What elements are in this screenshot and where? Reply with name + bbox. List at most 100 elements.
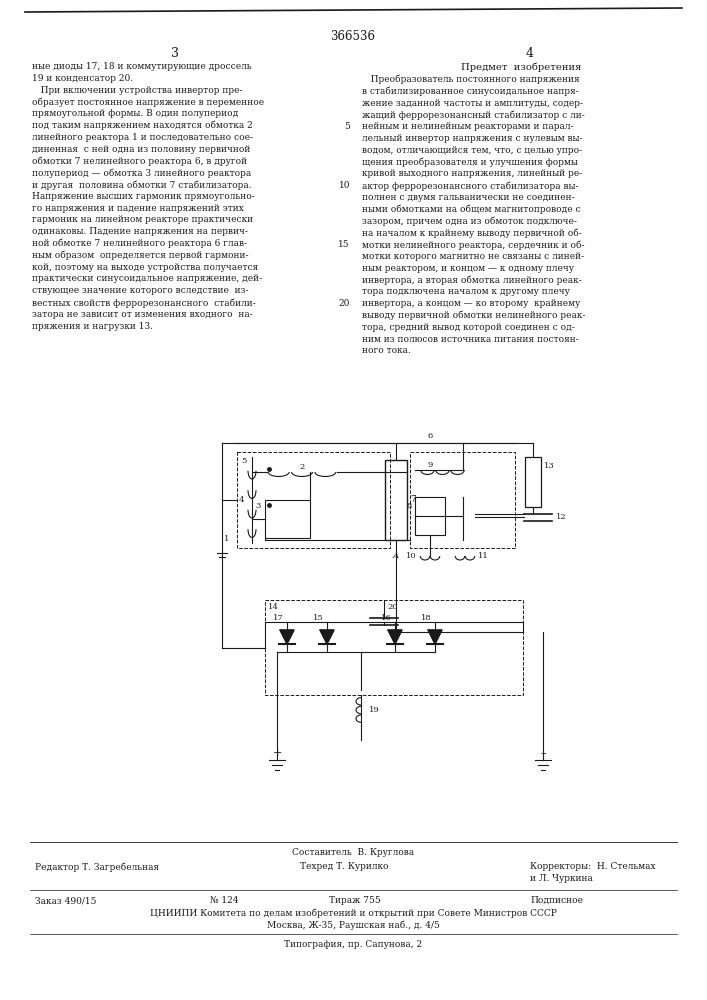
Text: практически синусоидальное напряжение, дей-: практически синусоидальное напряжение, д… <box>32 274 262 283</box>
Text: 16: 16 <box>381 614 392 622</box>
Text: жение заданной частоты и амплитуды, содер-: жение заданной частоты и амплитуды, соде… <box>362 99 583 108</box>
Text: –: – <box>540 748 546 758</box>
Text: ные диоды 17, 18 и коммутирующие дроссель: ные диоды 17, 18 и коммутирующие дроссел… <box>32 62 252 71</box>
Text: A: A <box>393 552 399 560</box>
Text: 11: 11 <box>478 552 489 560</box>
Text: +: + <box>272 748 281 758</box>
Text: 3: 3 <box>171 47 179 60</box>
Text: нейным и нелинейным реакторами и парал-: нейным и нелинейным реакторами и парал- <box>362 122 573 131</box>
Text: инвертора, а вторая обмотка линейного реак-: инвертора, а вторая обмотка линейного ре… <box>362 276 582 285</box>
Text: в стабилизированное синусоидальное напря-: в стабилизированное синусоидальное напря… <box>362 87 579 96</box>
Text: 9: 9 <box>427 461 433 469</box>
Text: 19: 19 <box>369 706 380 714</box>
Polygon shape <box>320 630 334 644</box>
Text: зазором, причем одна из обмоток подключе-: зазором, причем одна из обмоток подключе… <box>362 217 577 226</box>
Text: пряжения и нагрузки 13.: пряжения и нагрузки 13. <box>32 322 153 331</box>
Text: ными обмотками на общем магнитопроводе с: ными обмотками на общем магнитопроводе с <box>362 205 580 214</box>
Text: 17: 17 <box>273 614 284 622</box>
Text: ным образом  определяется первой гармони-: ным образом определяется первой гармони- <box>32 251 248 260</box>
Bar <box>410 452 515 548</box>
Text: 4: 4 <box>526 47 534 60</box>
Text: и Л. Чуркина: и Л. Чуркина <box>530 874 593 883</box>
Text: 15: 15 <box>339 240 350 249</box>
Text: на началом к крайнему выводу первичной об-: на началом к крайнему выводу первичной о… <box>362 228 582 238</box>
Text: 8: 8 <box>407 502 412 510</box>
Text: прямоугольной формы. В один полупериод: прямоугольной формы. В один полупериод <box>32 109 238 118</box>
Text: затора не зависит от изменения входного  на-: затора не зависит от изменения входного … <box>32 310 252 319</box>
Text: водом, отличающийся тем, что, с целью упро-: водом, отличающийся тем, что, с целью уп… <box>362 146 582 155</box>
Text: 19 и конденсатор 20.: 19 и конденсатор 20. <box>32 74 133 83</box>
Text: инвертора, а концом — ко второму  крайнему: инвертора, а концом — ко второму крайнем… <box>362 299 580 308</box>
Text: 20: 20 <box>339 299 350 308</box>
Text: При включении устройства инвертор пре-: При включении устройства инвертор пре- <box>32 86 243 95</box>
Text: выводу первичной обмотки нелинейного реак-: выводу первичной обмотки нелинейного реа… <box>362 311 585 320</box>
Text: Техред Т. Курилко: Техред Т. Курилко <box>300 862 389 871</box>
Text: 20: 20 <box>387 603 397 611</box>
Text: мотки которого магнитно не связаны с линей-: мотки которого магнитно не связаны с лин… <box>362 252 584 261</box>
Text: гармоник на линейном реакторе практически: гармоник на линейном реакторе практическ… <box>32 215 253 224</box>
Text: мотки нелинейного реактора, сердечник и об-: мотки нелинейного реактора, сердечник и … <box>362 240 585 250</box>
Text: и другая  половина обмотки 7 стабилизатора.: и другая половина обмотки 7 стабилизатор… <box>32 180 252 190</box>
Bar <box>415 497 445 535</box>
Text: под таким напряжением находятся обмотка 2: под таким напряжением находятся обмотка … <box>32 121 252 130</box>
Bar <box>525 457 541 507</box>
Text: Редактор Т. Загребельная: Редактор Т. Загребельная <box>35 862 159 871</box>
Text: лельный инвертор напряжения с нулевым вы-: лельный инвертор напряжения с нулевым вы… <box>362 134 583 143</box>
Text: 14: 14 <box>268 603 279 611</box>
Text: 10: 10 <box>339 181 350 190</box>
Text: диненная  с ней одна из половину первичной: диненная с ней одна из половину первично… <box>32 145 250 154</box>
Text: одинаковы. Падение напряжения на первич-: одинаковы. Падение напряжения на первич- <box>32 227 248 236</box>
Text: актор феррорезонансного стабилизатора вы-: актор феррорезонансного стабилизатора вы… <box>362 181 578 191</box>
Text: ного тока.: ного тока. <box>362 346 411 355</box>
Text: 12: 12 <box>556 513 566 521</box>
Text: 7: 7 <box>410 495 416 504</box>
Text: обмотки 7 нелинейного реактора 6, в другой: обмотки 7 нелинейного реактора 6, в друг… <box>32 156 247 166</box>
Text: 6: 6 <box>427 432 433 440</box>
Text: вестных свойств феррорезонансного  стабили-: вестных свойств феррорезонансного стабил… <box>32 298 256 308</box>
Text: Москва, Ж-35, Раушская наб., д. 4/5: Москва, Ж-35, Раушская наб., д. 4/5 <box>267 920 440 930</box>
Bar <box>265 600 523 695</box>
Text: тора, средний вывод которой соединен с од-: тора, средний вывод которой соединен с о… <box>362 323 575 332</box>
Bar <box>385 460 407 540</box>
Text: 3: 3 <box>256 502 261 510</box>
Text: 1: 1 <box>223 535 229 543</box>
Text: 15: 15 <box>313 614 324 622</box>
Text: 10: 10 <box>407 552 417 560</box>
Text: ной обмотке 7 нелинейного реактора 6 глав-: ной обмотке 7 нелинейного реактора 6 гла… <box>32 239 247 248</box>
Text: го напряжения и падение напряжений этих: го напряжения и падение напряжений этих <box>32 204 244 213</box>
Polygon shape <box>388 630 402 644</box>
Text: кривой выходного напряжения, линейный ре-: кривой выходного напряжения, линейный ре… <box>362 169 583 178</box>
Polygon shape <box>280 630 294 644</box>
Text: ним из полюсов источника питания постоян-: ним из полюсов источника питания постоян… <box>362 335 579 344</box>
Text: жащий феррорезонансный стабилизатор с ли-: жащий феррорезонансный стабилизатор с ли… <box>362 110 585 120</box>
Text: тора подключена началом к другому плечу: тора подключена началом к другому плечу <box>362 287 570 296</box>
Text: Напряжение высших гармоник прямоугольно-: Напряжение высших гармоник прямоугольно- <box>32 192 255 201</box>
Text: кой, поэтому на выходе устройства получается: кой, поэтому на выходе устройства получа… <box>32 263 258 272</box>
Text: Подписное: Подписное <box>530 896 583 905</box>
Bar <box>265 500 310 538</box>
Text: 366536: 366536 <box>330 30 375 43</box>
Text: Тираж 755: Тираж 755 <box>329 896 381 905</box>
Text: 18: 18 <box>421 614 432 622</box>
Text: полнен с двумя гальванически не соединен-: полнен с двумя гальванически не соединен… <box>362 193 575 202</box>
Text: Преобразователь постоянного напряжения: Преобразователь постоянного напряжения <box>362 75 580 85</box>
Text: 13: 13 <box>544 462 555 470</box>
Text: Корректоры:  Н. Стельмах: Корректоры: Н. Стельмах <box>530 862 655 871</box>
Text: линейного реактора 1 и последовательно сое-: линейного реактора 1 и последовательно с… <box>32 133 253 142</box>
Text: полупериод — обмотка 3 линейного реактора: полупериод — обмотка 3 линейного реактор… <box>32 168 251 178</box>
Text: 5: 5 <box>344 122 350 131</box>
Text: 4: 4 <box>238 496 244 504</box>
Text: 5: 5 <box>242 457 247 465</box>
Text: ЦНИИПИ Комитета по делам изобретений и открытий при Совете Министров СССР: ЦНИИПИ Комитета по делам изобретений и о… <box>150 908 556 918</box>
Text: 2: 2 <box>299 463 305 471</box>
Text: ным реактором, и концом — к одному плечу: ным реактором, и концом — к одному плечу <box>362 264 574 273</box>
Text: № 124: № 124 <box>210 896 238 905</box>
Text: образует постоянное напряжение в переменное: образует постоянное напряжение в перемен… <box>32 97 264 107</box>
Text: Составитель  В. Круглова: Составитель В. Круглова <box>292 848 414 857</box>
Text: Типография, пр. Сапунова, 2: Типография, пр. Сапунова, 2 <box>284 940 422 949</box>
Text: Предмет  изобретения: Предмет изобретения <box>461 62 581 72</box>
Polygon shape <box>428 630 442 644</box>
Text: Заказ 490/15: Заказ 490/15 <box>35 896 96 905</box>
Text: ствующее значение которого вследствие  из-: ствующее значение которого вследствие из… <box>32 286 248 295</box>
Text: щения преобразователя и улучшения формы: щения преобразователя и улучшения формы <box>362 158 578 167</box>
